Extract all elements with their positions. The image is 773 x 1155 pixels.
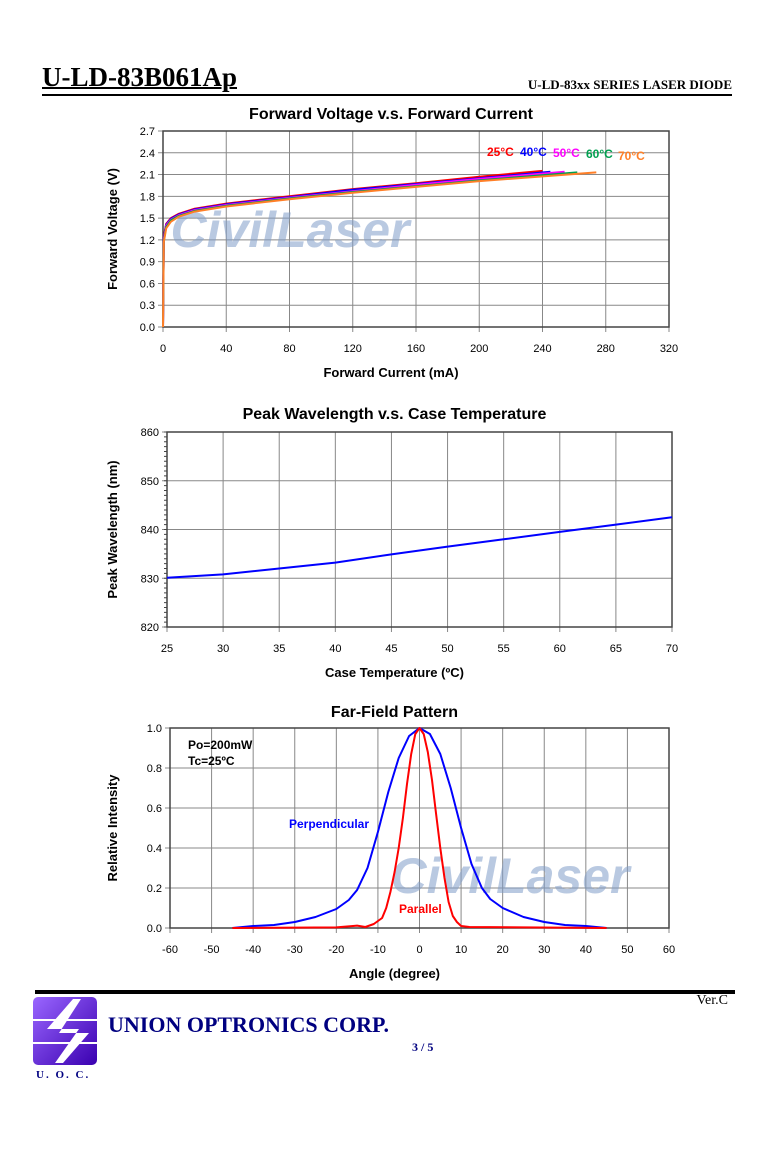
x-tick-label: -40: [245, 944, 261, 956]
series-label-parallel: Parallel: [399, 902, 442, 916]
x-tick-label: -50: [204, 944, 220, 956]
y-tick-label: 0.3: [140, 300, 155, 312]
x-tick-label: -10: [370, 944, 386, 956]
series-line-70c: [162, 171, 597, 328]
x-tick-label: 320: [660, 343, 678, 355]
watermark-logo: CivilLaser: [170, 202, 412, 258]
y-tick-label: 0.4: [147, 843, 162, 855]
y-tick-label: 0.6: [147, 803, 162, 815]
chart-title: Far-Field Pattern: [331, 704, 458, 721]
company-name: UNION OPTRONICS CORP.: [108, 1012, 389, 1037]
x-tick-label: 55: [498, 643, 510, 655]
chart-2: Peak Wavelength v.s. Case Temperature 25 3…: [105, 406, 678, 680]
x-tick-label: -30: [287, 944, 303, 956]
y-tick-label: 2.7: [140, 126, 155, 138]
x-tick-label: 50: [441, 643, 453, 655]
y-tick-label: 1.5: [140, 213, 155, 225]
x-tick-label: 200: [470, 343, 488, 355]
x-tick-label: 40: [329, 643, 341, 655]
y-tick-label: 1.2: [140, 235, 155, 247]
x-axis-title: Case Temperature (ºC): [325, 665, 464, 680]
y-tick-label: 0.9: [140, 257, 155, 269]
annotation-temperature: Tc=25ºC: [188, 754, 235, 768]
y-tick-label: 2.4: [140, 148, 155, 160]
series-line-data: [166, 516, 673, 579]
y-tick-label: 820: [141, 622, 159, 634]
chart-1: Forward Voltage v.s. Forward Current 0 40 8…: [105, 106, 678, 380]
y-tick-label: 2.1: [140, 170, 155, 182]
series-label-perpendicular: Perpendicular: [289, 817, 369, 831]
y-tick-label: 0.2: [147, 883, 162, 895]
legend-label: 60°C: [586, 147, 613, 161]
y-tick-label: 850: [141, 476, 159, 488]
x-tick-label: 120: [344, 343, 362, 355]
y-tick-label: 0.0: [147, 923, 162, 935]
y-tick-label: 0.0: [140, 322, 155, 334]
x-tick-label: 240: [533, 343, 551, 355]
footer-divider: [35, 990, 735, 994]
annotation-power: Po=200mW: [188, 738, 253, 752]
legend-label: 70°C: [618, 149, 645, 163]
uoc-logo-icon: [33, 997, 97, 1065]
x-tick-label: 20: [497, 944, 509, 956]
series-title: U-LD-83xx SERIES LASER DIODE: [527, 77, 732, 92]
x-tick-label: 35: [273, 643, 285, 655]
y-axis-title: Relative Intensity: [105, 774, 120, 882]
y-tick-label: 830: [141, 573, 159, 585]
plot-frame: [166, 431, 673, 628]
x-tick-label: 280: [597, 343, 615, 355]
x-tick-label: 0: [416, 944, 422, 956]
x-tick-label: -60: [162, 944, 178, 956]
x-tick-label: -20: [328, 944, 344, 956]
version-label: Ver.C: [696, 993, 729, 1008]
logo-caption: U. O. C.: [36, 1069, 91, 1081]
model-number: U-LD-83B061Ap: [42, 62, 238, 92]
x-tick-label: 30: [538, 944, 550, 956]
x-tick-label: 50: [621, 944, 633, 956]
legend-label: 25°C: [487, 145, 514, 159]
header-divider: [42, 94, 732, 96]
chart-title: Peak Wavelength v.s. Case Temperature: [243, 406, 547, 423]
y-tick-label: 1.0: [147, 723, 162, 735]
y-axis-title: Forward Voltage (V): [105, 168, 120, 290]
y-tick-label: 0.8: [147, 763, 162, 775]
x-tick-label: 30: [217, 643, 229, 655]
legend-label: 50°C: [553, 146, 580, 160]
x-tick-label: 70: [666, 643, 678, 655]
x-tick-label: 0: [160, 343, 166, 355]
x-tick-label: 80: [283, 343, 295, 355]
y-tick-label: 1.8: [140, 191, 155, 203]
y-axis-title: Peak Wavelength (nm): [105, 460, 120, 598]
plot-frame: [162, 130, 670, 328]
x-tick-label: 25: [161, 643, 173, 655]
legend-label: 40°C: [520, 145, 547, 159]
watermark-logo: CivilLaser: [390, 848, 632, 904]
x-tick-label: 40: [220, 343, 232, 355]
page-number: 3 / 5: [412, 1040, 434, 1054]
series-line-parallel: [232, 727, 607, 929]
x-tick-label: 45: [385, 643, 397, 655]
charts-canvas: Forward Voltage v.s. Forward Current 0 40 8…: [105, 106, 678, 981]
x-tick-label: 10: [455, 944, 467, 956]
x-tick-label: 60: [663, 944, 675, 956]
x-axis-title: Forward Current (mA): [323, 365, 458, 380]
x-axis-title: Angle (degree): [349, 966, 440, 981]
x-tick-label: 160: [407, 343, 425, 355]
y-tick-label: 860: [141, 427, 159, 439]
x-tick-label: 60: [554, 643, 566, 655]
y-tick-label: 0.6: [140, 278, 155, 290]
x-tick-label: 40: [580, 944, 592, 956]
x-tick-label: 65: [610, 643, 622, 655]
chart-3: Far-Field Pattern -60 -50 -40 -30 -20 -10 0 10 20…: [105, 704, 675, 981]
chart-title: Forward Voltage v.s. Forward Current: [249, 106, 534, 123]
y-tick-label: 840: [141, 525, 159, 537]
